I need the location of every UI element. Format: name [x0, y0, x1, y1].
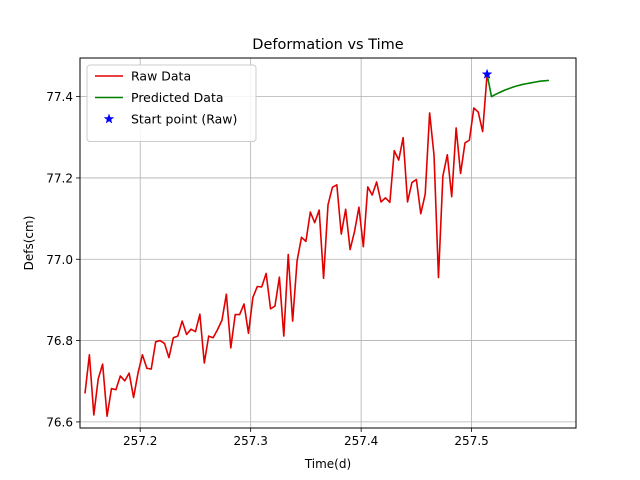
legend-label: Predicted Data [131, 90, 224, 105]
y-tick-label: 77.2 [46, 171, 73, 185]
y-tick-label: 77.0 [46, 253, 73, 267]
x-tick-label: 257.3 [233, 434, 267, 448]
x-tick-label: 257.4 [344, 434, 378, 448]
x-tick-label: 257.5 [454, 434, 488, 448]
x-tick-label: 257.2 [123, 434, 157, 448]
legend: Raw Data Predicted Data Start point (Raw) [87, 65, 256, 142]
y-tick-label: 76.6 [46, 415, 73, 429]
legend-label: Start point (Raw) [131, 112, 237, 127]
y-tick-label: 77.4 [46, 90, 73, 104]
y-axis-label: Defs(cm) [22, 216, 36, 271]
x-axis-label: Time(d) [304, 457, 351, 471]
y-tick-label: 76.8 [46, 334, 73, 348]
legend-label: Raw Data [131, 69, 191, 84]
chart-title: Deformation vs Time [252, 37, 403, 53]
